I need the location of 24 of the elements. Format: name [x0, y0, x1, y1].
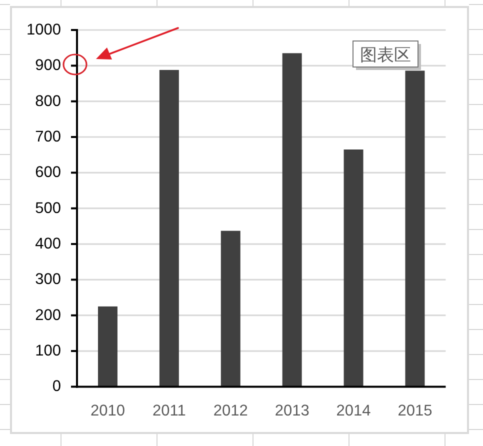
bar	[220, 230, 240, 387]
y-tick-label: 200	[35, 306, 62, 324]
x-tick-label: 2012	[213, 402, 248, 420]
y-tick-label: 100	[35, 342, 62, 360]
y-tick-label: 800	[35, 92, 62, 110]
x-tick-label: 2010	[90, 402, 126, 420]
y-tick-label: 1000	[26, 22, 62, 38]
x-tick-label: 2015	[398, 402, 432, 420]
y-tick-label: 0	[52, 378, 62, 396]
bar	[405, 70, 425, 387]
bar	[282, 53, 302, 387]
y-tick-label: 700	[35, 128, 62, 146]
bar	[344, 149, 364, 387]
bar	[159, 70, 179, 387]
x-tick-label: 2014	[336, 402, 372, 420]
x-tick-label: 2013	[274, 402, 310, 420]
annotation: 图表区	[360, 46, 411, 64]
y-tick-label: 600	[35, 164, 62, 182]
y-tick-label: 900	[35, 57, 62, 74]
y-tick-label: 400	[35, 236, 62, 253]
y-tick-label: 300	[35, 271, 62, 288]
y-tick-label: 500	[35, 200, 62, 217]
x-tick-label: 2011	[152, 402, 186, 420]
bar	[98, 306, 118, 387]
